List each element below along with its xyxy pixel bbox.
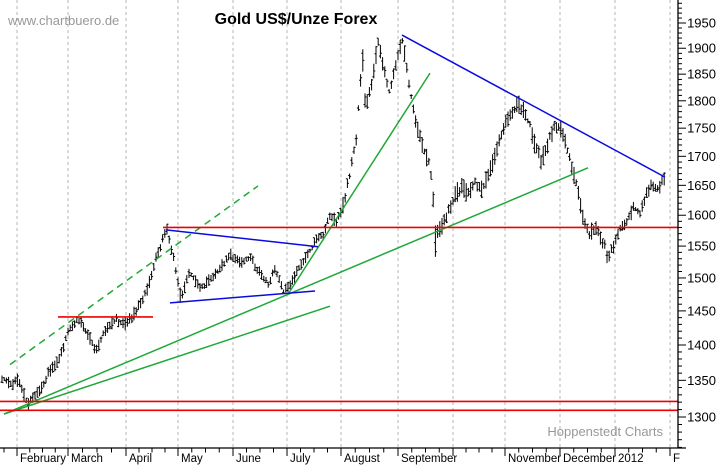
price-bars — [0, 37, 666, 412]
month-gridlines — [16, 0, 671, 448]
y-axis-price-label: 1400 — [687, 337, 716, 352]
y-axis-price-label: 1350 — [687, 373, 716, 388]
trendline-triangle-lower — [169, 290, 316, 304]
x-axis-month-label: March — [71, 453, 103, 465]
y-axis-price-label: 1850 — [687, 67, 716, 82]
x-axis-month-label: 2012 — [618, 453, 644, 465]
y-axis-price-label: 1300 — [687, 410, 716, 425]
x-axis-month-label: December — [563, 453, 616, 465]
y-axis-price-label: 1500 — [687, 270, 716, 285]
y-axis-price-label: 1800 — [687, 93, 716, 108]
x-axis-month-label: June — [236, 453, 261, 465]
x-axis-month-label: July — [290, 453, 311, 465]
y-axis-price-label: 1750 — [687, 121, 716, 136]
x-axis: February March April May June July August Septe… — [0, 447, 686, 465]
x-axis-month-label: September — [401, 453, 457, 465]
y-axis-price-label: 1950 — [687, 16, 716, 31]
y-axis-price-label: 1900 — [687, 41, 716, 56]
trendline-dashed-channel-line — [9, 185, 259, 366]
trendline-steep-uptrend — [287, 72, 431, 295]
trendline-uptrend-fan-upper — [3, 167, 589, 415]
watermark-chartbuero: www.chartbuero.de — [7, 13, 119, 28]
trendline-major-downtrend — [401, 34, 666, 178]
x-axis-month-label: November — [508, 453, 561, 465]
y-axis: 1950 1900 1850 1800 1750 1700 1650 1600 1550 1500… — [677, 0, 716, 448]
y-axis-price-label: 1700 — [687, 149, 716, 164]
y-axis-price-label: 1600 — [687, 208, 716, 223]
trendline-uptrend-fan-lower — [3, 305, 331, 415]
watermark-hoppenstedt: Hoppenstedt Charts — [547, 424, 663, 439]
x-axis-month-label: May — [181, 453, 203, 465]
x-axis-month-label: August — [344, 453, 381, 465]
x-axis-month-label: February — [20, 453, 66, 465]
support-resistance-lines — [0, 226, 678, 412]
trend-lines — [3, 34, 666, 415]
x-axis-month-label: April — [129, 453, 152, 465]
x-axis-month-label: F — [673, 453, 680, 465]
y-axis-price-label: 1550 — [687, 239, 716, 254]
y-axis-price-label: 1450 — [687, 303, 716, 318]
y-axis-price-label: 1650 — [687, 178, 716, 193]
trendline-triangle-upper — [165, 229, 319, 248]
chart-title: Gold US$/Unze Forex — [215, 11, 378, 28]
